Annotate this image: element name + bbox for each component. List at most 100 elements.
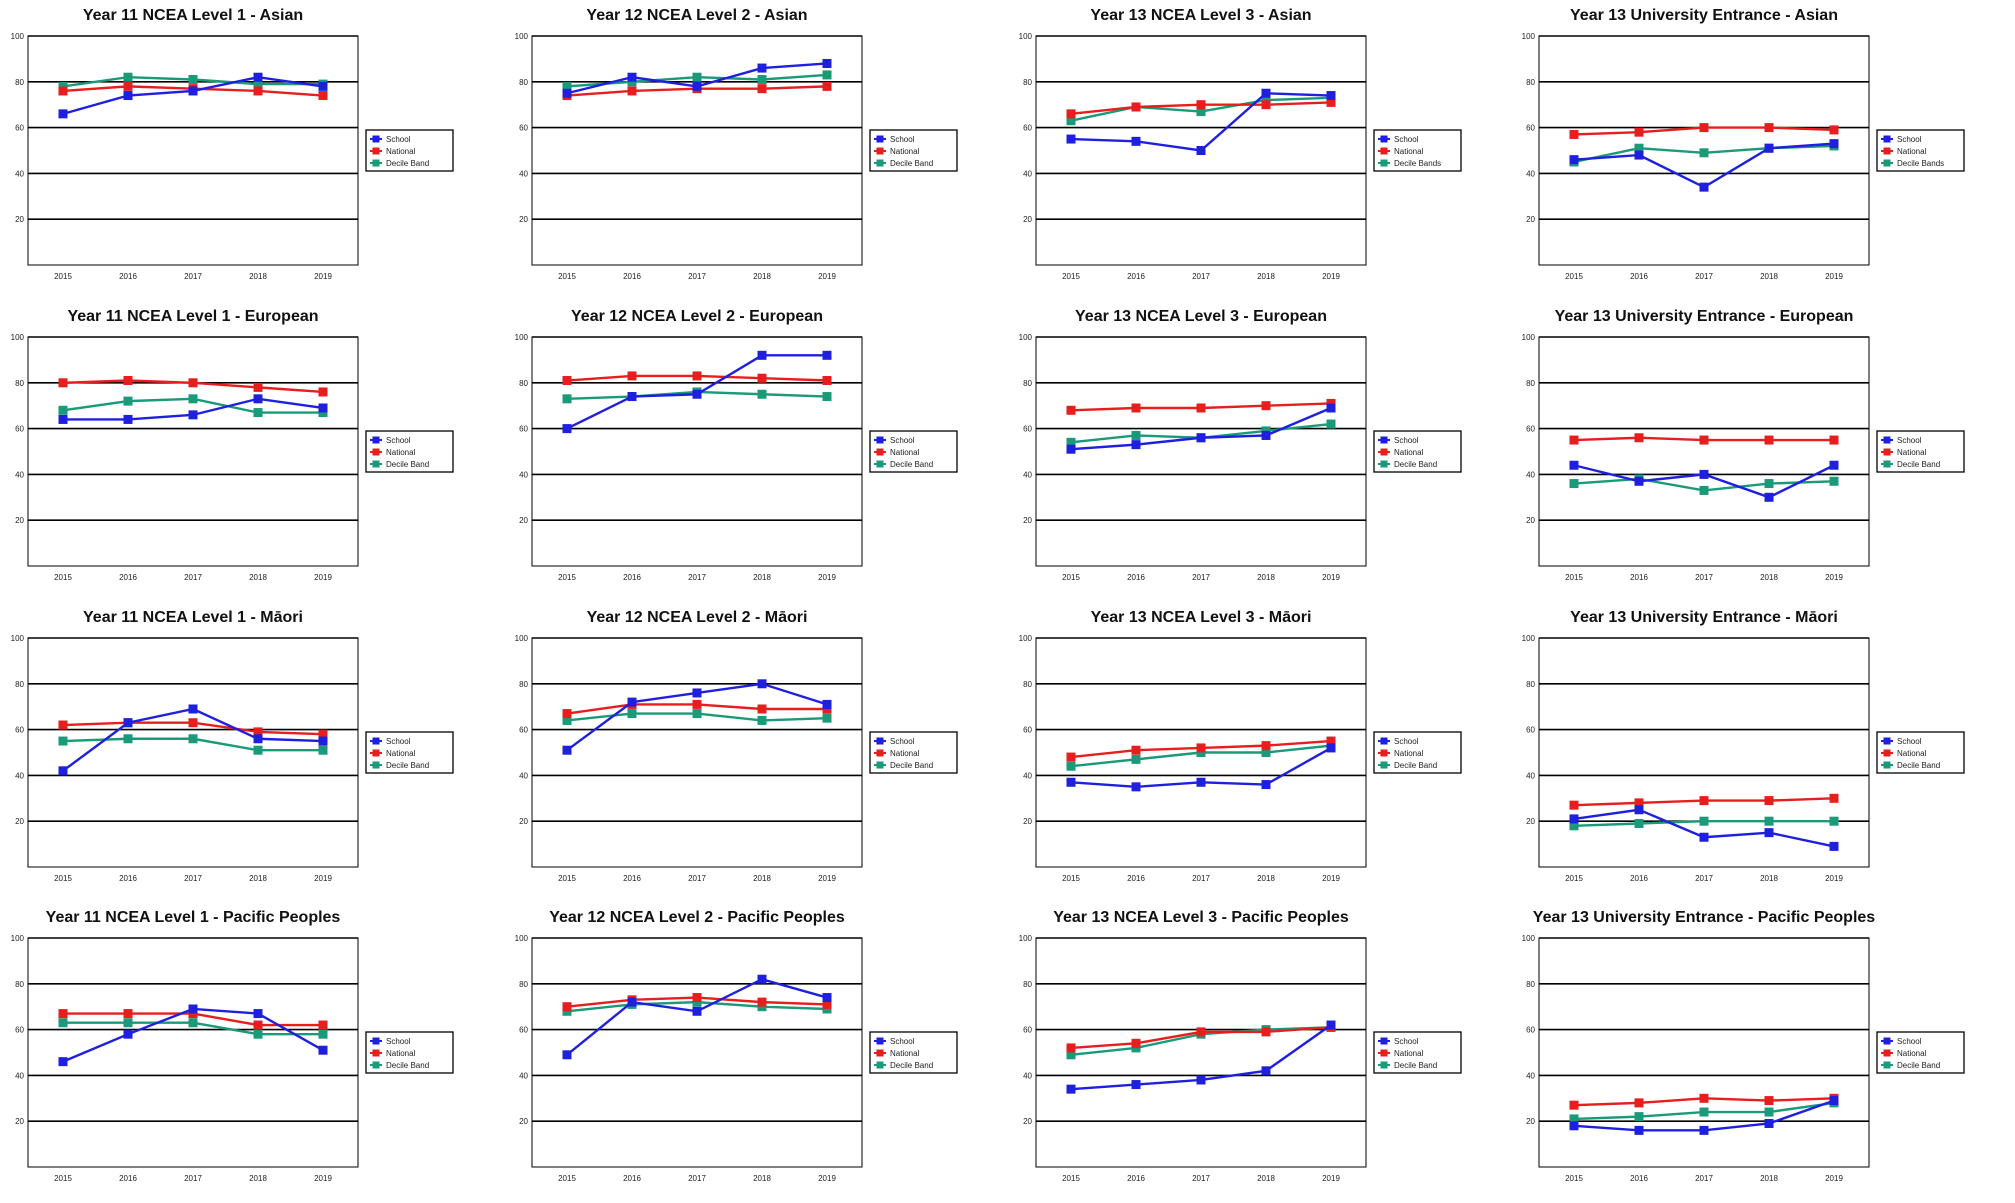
legend-label: School (1897, 436, 1922, 445)
x-tick-label: 2017 (1192, 573, 1210, 582)
data-point-decile-band (822, 70, 832, 80)
plot-area (531, 336, 863, 567)
x-tick-label: 2018 (1257, 874, 1275, 883)
y-tick-label: 20 (1526, 516, 1535, 525)
legend-marker (876, 135, 884, 143)
y-tick-label: 80 (15, 379, 24, 388)
data-point-school (1699, 469, 1709, 479)
data-point-decile-band (627, 708, 637, 718)
data-point-school (1764, 143, 1774, 153)
y-tick-label: 60 (519, 1026, 528, 1035)
x-tick-label: 2018 (753, 573, 771, 582)
data-point-national (188, 1009, 198, 1019)
x-tick-label: 2016 (1630, 272, 1648, 281)
data-point-national (627, 371, 637, 381)
x-tick-label: 2018 (1760, 874, 1778, 883)
legend-label: School (1897, 1037, 1922, 1046)
data-point-national (757, 84, 767, 94)
legend-label: National (1897, 147, 1927, 156)
x-tick-label: 2017 (1192, 272, 1210, 281)
data-point-school (1131, 439, 1140, 449)
data-point-national (822, 703, 832, 713)
legend-label: School (890, 135, 915, 144)
data-point-school (757, 350, 767, 360)
legend-label: National (890, 147, 920, 156)
x-tick-label: 2016 (119, 573, 137, 582)
data-point-national (1131, 102, 1140, 112)
data-point-national (1569, 800, 1579, 810)
data-point-national (1634, 433, 1644, 443)
data-point-school (1634, 804, 1644, 814)
data-point-decile-band (123, 396, 133, 406)
legend-marker (1380, 737, 1387, 744)
data-point-school (1196, 1075, 1205, 1085)
data-point-decile-band (1131, 1043, 1140, 1053)
plot-area (27, 35, 359, 266)
data-point-school (1569, 1121, 1579, 1131)
y-tick-label: 100 (11, 634, 25, 643)
y-tick-label: 100 (514, 634, 528, 643)
x-tick-label: 2015 (1062, 272, 1080, 281)
data-point-national (1764, 1096, 1774, 1106)
data-point-school (1829, 460, 1839, 470)
legend-marker (1883, 159, 1891, 167)
y-tick-label: 20 (1526, 1117, 1535, 1126)
data-point-school (1196, 777, 1205, 787)
data-point-national (318, 1020, 328, 1030)
x-tick-label: 2017 (1695, 573, 1713, 582)
x-tick-label: 2019 (818, 874, 836, 883)
data-point-decile-band (562, 81, 572, 91)
y-tick-label: 100 (1018, 32, 1032, 41)
data-point-national (253, 382, 263, 392)
legend-label: Decile Band (890, 460, 933, 469)
data-point-school (1829, 1096, 1839, 1106)
legend-label: Decile Band (1897, 460, 1940, 469)
legend-marker (876, 1061, 884, 1069)
legend-label: National (386, 749, 416, 758)
legend-marker (876, 147, 884, 155)
y-tick-label: 20 (519, 516, 528, 525)
data-point-national (123, 375, 133, 385)
x-tick-label: 2015 (1565, 874, 1583, 883)
x-tick-label: 2018 (249, 1174, 267, 1183)
data-point-school (627, 391, 637, 401)
x-tick-label: 2017 (1192, 874, 1210, 883)
data-point-school (1764, 492, 1774, 502)
data-point-decile-band (188, 394, 198, 404)
legend-marker (1883, 737, 1891, 744)
y-tick-label: 80 (1526, 78, 1535, 87)
plot-area (27, 336, 359, 567)
y-tick-label: 100 (1522, 634, 1536, 643)
data-point-national (1326, 736, 1335, 746)
data-point-decile-band (562, 1007, 572, 1017)
data-point-school (253, 733, 263, 743)
data-point-school (757, 63, 767, 73)
data-point-decile-band (757, 715, 767, 725)
chart-year-13-ncea-level-3-maori: Year 13 NCEA Level 3 - Māori 20 40 60 80 100 2… (1018, 609, 1462, 883)
x-tick-label: 2019 (818, 573, 836, 582)
y-tick-label: 40 (15, 771, 24, 780)
data-point-school (58, 765, 68, 775)
x-tick-label: 2016 (119, 272, 137, 281)
x-tick-label: 2016 (623, 1174, 641, 1183)
x-tick-label: 2018 (1257, 272, 1275, 281)
x-tick-label: 2015 (558, 874, 576, 883)
x-tick-label: 2019 (314, 272, 332, 281)
data-point-decile-band (757, 1002, 767, 1012)
data-point-national (1634, 1098, 1644, 1108)
chart-title: Year 13 NCEA Level 3 - Asian (1090, 7, 1311, 24)
legend-label: School (1394, 1037, 1419, 1046)
x-tick-label: 2019 (314, 1174, 332, 1183)
data-point-school (1261, 430, 1270, 440)
data-point-school (58, 1057, 68, 1067)
legend-label: School (1394, 436, 1419, 445)
legend-label: School (1394, 135, 1419, 144)
data-point-school (253, 394, 263, 404)
data-point-national (188, 378, 198, 388)
y-tick-label: 40 (1023, 470, 1032, 479)
data-point-decile-band (58, 81, 68, 91)
plot-area (531, 35, 863, 266)
y-tick-label: 20 (519, 1117, 528, 1126)
x-tick-label: 2019 (818, 272, 836, 281)
legend-label: National (890, 448, 920, 457)
